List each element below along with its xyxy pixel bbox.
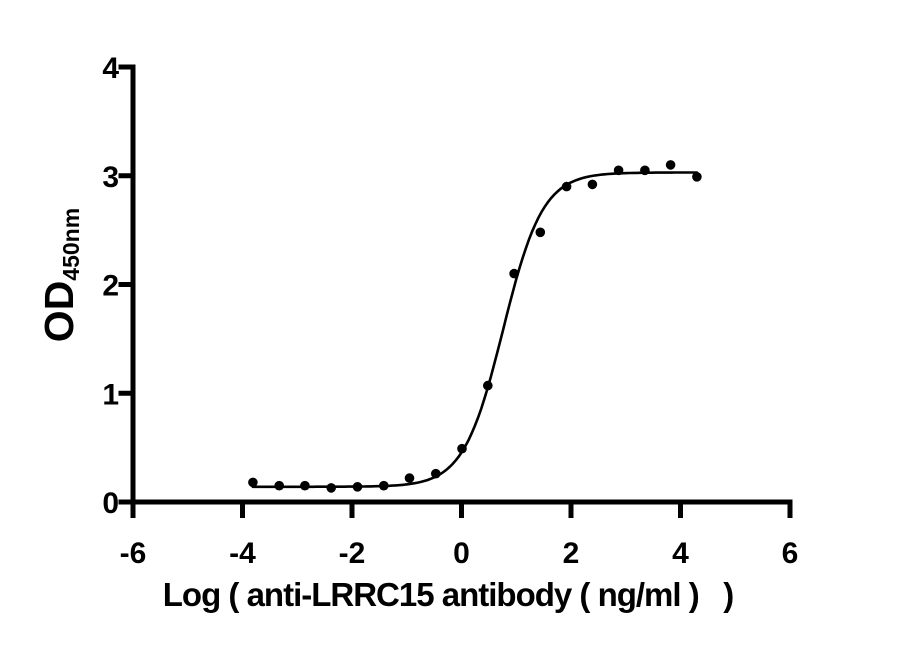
data-point	[457, 443, 467, 454]
tick-labels: 0 1 2 3 4 -6 -4 -2 0 2 4 6	[102, 52, 798, 570]
data-point	[483, 380, 493, 391]
y-axis-title-sub: 450nm	[58, 208, 84, 281]
data-point	[692, 172, 702, 182]
x-axis-title: Log ( anti-LRRC15 antibody ( ng/ml ) )	[163, 576, 733, 613]
x-tick-label: -4	[229, 537, 256, 570]
data-point	[561, 181, 572, 192]
x-tick-label: -2	[339, 537, 366, 570]
data-point	[665, 160, 676, 170]
tick-marks	[118, 64, 793, 518]
data-point	[274, 480, 285, 491]
fit-curve-line	[251, 171, 699, 489]
data-point	[248, 477, 258, 488]
x-tick-label: 4	[672, 537, 689, 570]
data-point	[587, 179, 598, 190]
data-point	[640, 165, 650, 176]
x-tick-label: -6	[120, 537, 147, 570]
y-axis-title-main: OD	[36, 281, 82, 343]
y-tick-label: 3	[102, 161, 119, 194]
x-tick-label: 6	[782, 537, 799, 570]
data-point	[300, 480, 310, 491]
data-point	[431, 468, 441, 479]
y-axis-title: OD450nm	[36, 208, 84, 342]
data-point	[352, 482, 363, 492]
data-point	[326, 483, 337, 493]
y-tick-label: 1	[102, 378, 119, 411]
x-tick-label: 2	[563, 537, 580, 570]
data-point	[509, 268, 519, 279]
axis-spine	[130, 64, 793, 505]
data-point	[535, 227, 546, 238]
y-tick-label: 4	[102, 52, 119, 85]
y-tick-label: 2	[102, 270, 119, 303]
y-tick-label: 0	[102, 487, 119, 520]
data-point	[404, 473, 415, 483]
data-point	[613, 165, 624, 176]
x-tick-label: 0	[453, 537, 470, 570]
data-point	[379, 480, 389, 491]
data-points	[248, 160, 702, 493]
